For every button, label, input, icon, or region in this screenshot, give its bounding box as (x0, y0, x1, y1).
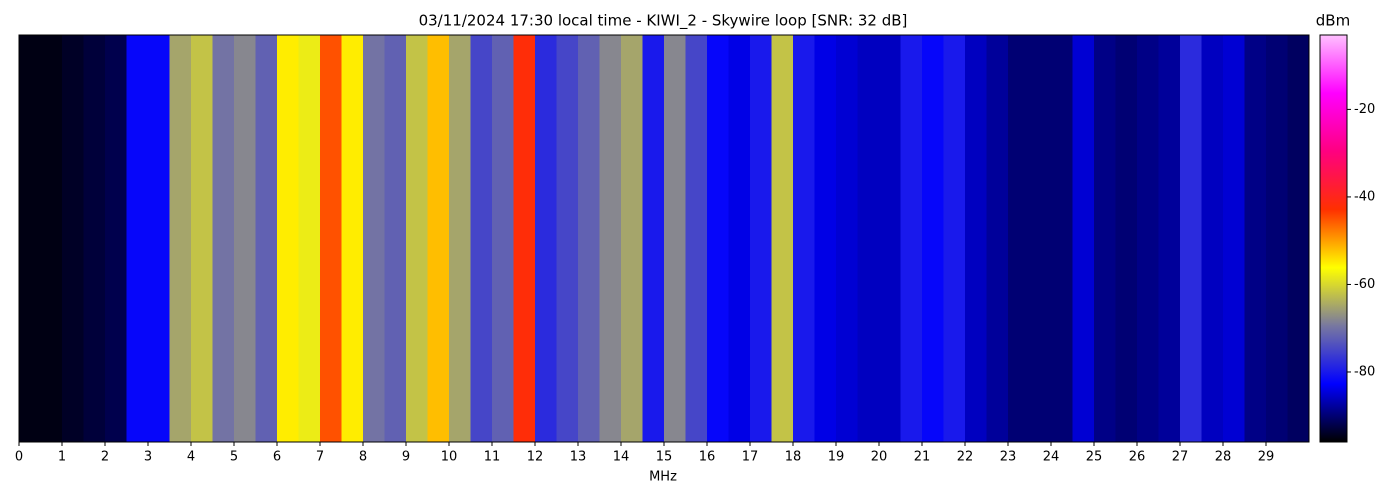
heat-cell (255, 35, 278, 442)
heat-cell (1287, 35, 1310, 442)
x-tick-label: 26 (1129, 450, 1146, 465)
chart-title: 03/11/2024 17:30 local time - KIWI_2 - S… (419, 12, 908, 31)
x-axis-label: MHz (649, 470, 677, 485)
x-tick-label: 18 (785, 450, 802, 465)
heat-cell (879, 35, 901, 442)
x-tick-label: 19 (828, 450, 845, 465)
heat-cell (836, 35, 858, 442)
heat-cell (449, 35, 471, 442)
heat-cell (1223, 35, 1245, 442)
colorbar (1319, 34, 1348, 443)
heat-cell (513, 35, 536, 442)
heat-cell (1072, 35, 1095, 442)
x-tick-label: 5 (230, 450, 238, 465)
colorbar-tick-label: -80 (1354, 364, 1375, 379)
x-tick-label: 21 (914, 450, 931, 465)
heat-cell (922, 35, 944, 442)
heat-cell (599, 35, 622, 442)
x-tick-label: 4 (187, 450, 195, 465)
heat-cell (406, 35, 428, 442)
x-tick-label: 14 (613, 450, 630, 465)
heat-cell (19, 35, 41, 442)
x-tick-label: 15 (656, 450, 673, 465)
x-tick-label: 7 (316, 450, 324, 465)
x-tick-label: 22 (957, 450, 974, 465)
heat-cell (148, 35, 170, 442)
heat-cell (728, 35, 751, 442)
heat-cell (1137, 35, 1159, 442)
heat-cell (1180, 35, 1202, 442)
heat-cell (1158, 35, 1181, 442)
heat-cell (320, 35, 342, 442)
heat-cell (535, 35, 557, 442)
heat-cell (965, 35, 987, 442)
heat-cell (621, 35, 643, 442)
x-tick-label: 17 (742, 450, 759, 465)
heat-cell (1008, 35, 1030, 442)
heat-cell (363, 35, 385, 442)
heat-cell (298, 35, 321, 442)
heat-cell (105, 35, 127, 442)
heat-cell (341, 35, 364, 442)
x-tick-label: 9 (402, 450, 410, 465)
x-tick-label: 23 (1000, 450, 1017, 465)
x-tick-label: 0 (15, 450, 23, 465)
heat-cell (642, 35, 665, 442)
x-tick-label: 25 (1086, 450, 1103, 465)
x-tick-label: 13 (570, 450, 587, 465)
x-tick-label: 1 (58, 450, 66, 465)
heat-cell (277, 35, 299, 442)
x-tick-label: 12 (527, 450, 544, 465)
colorbar-tick-label: -40 (1354, 189, 1375, 204)
x-tick-label: 16 (699, 450, 716, 465)
colorbar-tick-label: -20 (1354, 102, 1375, 117)
x-tick-label: 10 (441, 450, 458, 465)
x-tick-label: 11 (484, 450, 501, 465)
x-tick-label: 2 (101, 450, 109, 465)
heat-cell (664, 35, 686, 442)
heat-cell (814, 35, 837, 442)
heat-cell (750, 35, 772, 442)
heat-cell (578, 35, 600, 442)
x-tick-label: 6 (273, 450, 281, 465)
x-tick-label: 20 (871, 450, 888, 465)
heat-cell (492, 35, 514, 442)
heat-cell (62, 35, 84, 442)
x-tick-label: 3 (144, 450, 152, 465)
heat-cell (1029, 35, 1052, 442)
heat-cell (943, 35, 966, 442)
x-tick-label: 27 (1172, 450, 1189, 465)
heat-cell (1244, 35, 1267, 442)
heat-cell (234, 35, 256, 442)
heat-cell (986, 35, 1009, 442)
heat-cell (169, 35, 192, 442)
heat-cell (384, 35, 407, 442)
heat-cell (470, 35, 493, 442)
heat-cell (1094, 35, 1116, 442)
heat-cell (707, 35, 729, 442)
heat-cell (1201, 35, 1224, 442)
heat-cell (771, 35, 794, 442)
x-tick-label: 8 (359, 450, 367, 465)
heat-cell (1115, 35, 1138, 442)
heat-cell (685, 35, 708, 442)
heat-cell (857, 35, 880, 442)
heat-cell (900, 35, 923, 442)
x-tick-label: 24 (1043, 450, 1060, 465)
colorbar-tick-label: -60 (1354, 277, 1375, 292)
heat-cell (427, 35, 450, 442)
heat-cell (126, 35, 149, 442)
heat-cell (793, 35, 815, 442)
heat-cell (83, 35, 106, 442)
heat-cell (191, 35, 213, 442)
colorbar-label: dBm (1316, 12, 1350, 30)
heat-cell (212, 35, 235, 442)
heat-cell (1051, 35, 1073, 442)
x-tick-label: 29 (1258, 450, 1275, 465)
heat-cell (556, 35, 579, 442)
heat-cell (40, 35, 63, 442)
x-tick-label: 28 (1215, 450, 1232, 465)
heat-cell (1266, 35, 1288, 442)
